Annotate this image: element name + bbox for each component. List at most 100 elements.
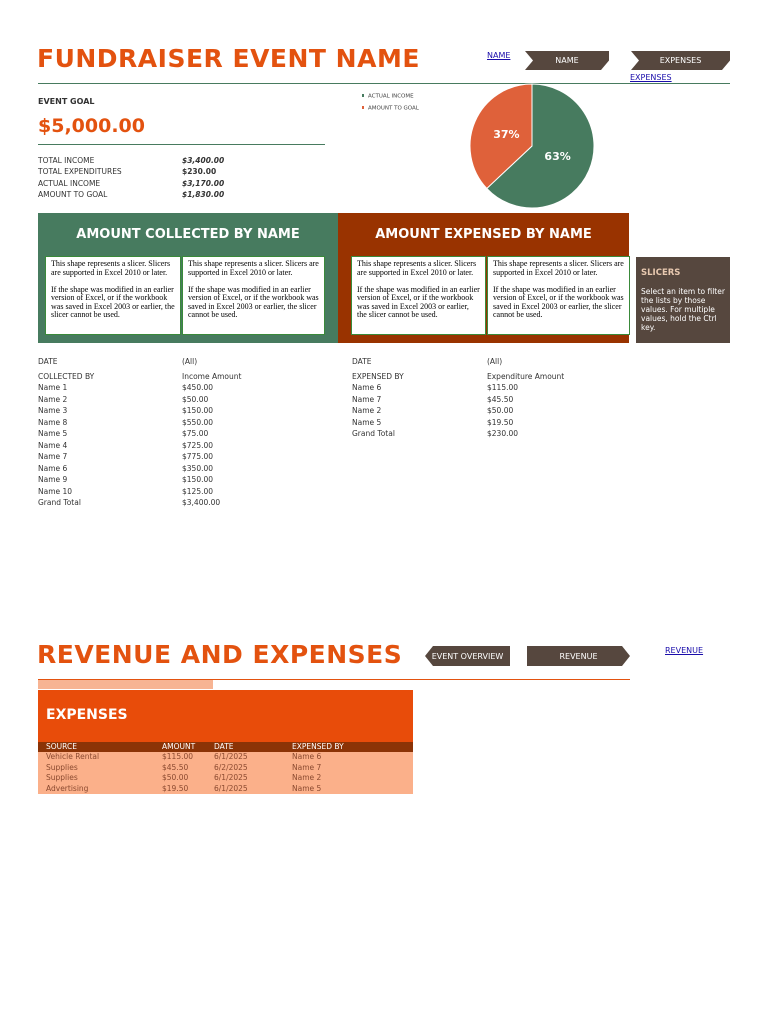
rule xyxy=(38,679,630,680)
pivot-cell: $75.00 xyxy=(182,429,209,438)
legend-label: ACTUAL INCOME xyxy=(368,94,414,100)
pivot-cell: $775.00 xyxy=(182,452,214,461)
panel-title: AMOUNT COLLECTED BY NAME xyxy=(76,227,300,242)
pivot-header: Income Amount xyxy=(182,372,242,381)
pivot-cell: $725.00 xyxy=(182,440,214,450)
goal-label: EVENT GOAL xyxy=(38,97,95,106)
table-cell: $50.00 xyxy=(162,773,189,782)
tooltip-title: SLICERS xyxy=(641,268,681,278)
data-label: 63% xyxy=(544,150,570,163)
panel-title: AMOUNT EXPENSED BY NAME xyxy=(375,227,592,242)
pivot-cell: $450.00 xyxy=(182,383,214,392)
pivot-cell: $150.00 xyxy=(182,475,214,484)
pie-slice xyxy=(486,83,595,209)
table-cell: $19.50 xyxy=(162,783,189,793)
pivot-cell: Name 5 xyxy=(38,429,68,438)
table-cell: Advertising xyxy=(46,783,89,793)
table-cell: 6/1/2025 xyxy=(214,773,248,782)
table-cell: Name 2 xyxy=(292,773,322,782)
link[interactable]: EXPENSES xyxy=(630,73,672,82)
table-cell: $115.00 xyxy=(162,752,194,761)
summary-value: $3,170.00 xyxy=(182,178,225,188)
table-cell: 6/2/2025 xyxy=(214,762,248,772)
pie-slice xyxy=(469,83,533,190)
pivot-cell: Name 9 xyxy=(38,475,68,484)
column-header: EXPENSED BY xyxy=(292,742,344,751)
slicer-note: This shape represents a slicer. Slicers … xyxy=(188,259,319,277)
slicer-note: If the shape was modified in an earlier … xyxy=(188,284,319,319)
page-title: FUNDRAISER EVENT NAME xyxy=(37,44,420,73)
legend-label: AMOUNT TO GOAL xyxy=(368,106,420,112)
slicer-note: This shape represents a slicer. Slicers … xyxy=(357,259,477,277)
pivot-cell: $3,400.00 xyxy=(182,498,221,507)
summary-label: TOTAL EXPENDITURES xyxy=(38,167,122,177)
table-cell: 6/1/2025 xyxy=(214,783,248,793)
goal-amount: $5,000.00 xyxy=(38,115,145,137)
pivot-cell: $19.50 xyxy=(487,417,514,427)
nav-button[interactable]: REVENUE xyxy=(527,646,630,666)
filter-label: DATE xyxy=(352,357,372,366)
table-body xyxy=(38,752,413,794)
table-cell: Supplies xyxy=(46,773,78,782)
slicer-note: If the shape was modified in an earlier … xyxy=(357,284,480,319)
pivot-cell: $125.00 xyxy=(182,486,214,496)
table-cell: $45.50 xyxy=(162,762,189,772)
summary-value: $3,400.00 xyxy=(182,156,225,165)
pivot-cell: Name 8 xyxy=(38,417,68,427)
table-cell: Name 6 xyxy=(292,752,322,761)
pivot-header: COLLECTED BY xyxy=(38,372,95,381)
data-label: 37% xyxy=(493,128,519,141)
pivot-cell: Grand Total xyxy=(38,498,81,507)
pivot-header: EXPENSED BY xyxy=(352,372,404,381)
pivot-cell: Name 1 xyxy=(38,383,68,392)
pivot-cell: Name 3 xyxy=(38,406,68,415)
pivot-cell: $50.00 xyxy=(182,394,209,404)
pivot-cell: Name 7 xyxy=(38,452,68,461)
table-cell: Name 5 xyxy=(292,783,322,793)
nav-button[interactable]: NAME xyxy=(525,51,609,70)
section-title: REVENUE AND EXPENSES xyxy=(37,640,403,669)
table-title: EXPENSES xyxy=(46,707,128,723)
pivot-cell: $115.00 xyxy=(487,383,519,392)
pivot-cell: Grand Total xyxy=(352,429,395,438)
legend-marker xyxy=(362,106,364,109)
pivot-cell: Name 10 xyxy=(38,486,73,496)
summary-label: AMOUNT TO GOAL xyxy=(38,189,108,199)
pivot-cell: Name 4 xyxy=(38,440,68,450)
slicer-note: If the shape was modified in an earlier … xyxy=(493,284,624,319)
pivot-cell: Name 6 xyxy=(352,383,382,392)
pivot-cell: Name 7 xyxy=(352,394,382,404)
link[interactable]: NAME xyxy=(487,51,511,60)
accent-bar xyxy=(38,680,213,689)
pie-chart: 63% ACTUAL INCOME 37% AMOUNT TO GOAL xyxy=(362,83,595,209)
slicer-note: This shape represents a slicer. Slicers … xyxy=(51,259,171,277)
nav-button[interactable]: EVENT OVERVIEW xyxy=(425,646,510,666)
rule xyxy=(38,83,730,84)
pivot-cell: $45.50 xyxy=(487,394,514,404)
pivot-cell: $550.00 xyxy=(182,417,214,427)
pivot-cell: Name 5 xyxy=(352,417,382,427)
pivot-cell: Name 6 xyxy=(38,463,68,473)
pivot-cell: $230.00 xyxy=(487,429,519,438)
table-banner xyxy=(38,690,413,742)
table-cell: Vehicle Rental xyxy=(46,752,100,761)
pivot-header: Expenditure Amount xyxy=(487,372,565,381)
table-cell: Supplies xyxy=(46,762,78,772)
rule xyxy=(38,144,325,145)
slicer-box: This shape represents a slicer. Slicers … xyxy=(45,256,181,335)
legend-marker xyxy=(362,94,364,97)
pivot-cell: $150.00 xyxy=(182,406,214,415)
filter-value: (All) xyxy=(487,357,503,366)
pivot-cell: Name 2 xyxy=(352,406,382,415)
summary-label: ACTUAL INCOME xyxy=(38,178,101,188)
nav-button[interactable]: EXPENSES xyxy=(631,51,730,70)
link[interactable]: REVENUE xyxy=(665,646,704,655)
filter-label: DATE xyxy=(38,357,58,366)
slicer-note: If the shape was modified in an earlier … xyxy=(51,284,175,319)
column-header: AMOUNT xyxy=(162,742,196,751)
summary-label: TOTAL INCOME xyxy=(38,156,95,165)
column-header: DATE xyxy=(214,742,234,751)
pivot-cell: $350.00 xyxy=(182,463,214,473)
summary-value: $1,830.00 xyxy=(182,189,225,199)
tooltip: SLICERS Select an item to filter the lis… xyxy=(636,257,730,343)
